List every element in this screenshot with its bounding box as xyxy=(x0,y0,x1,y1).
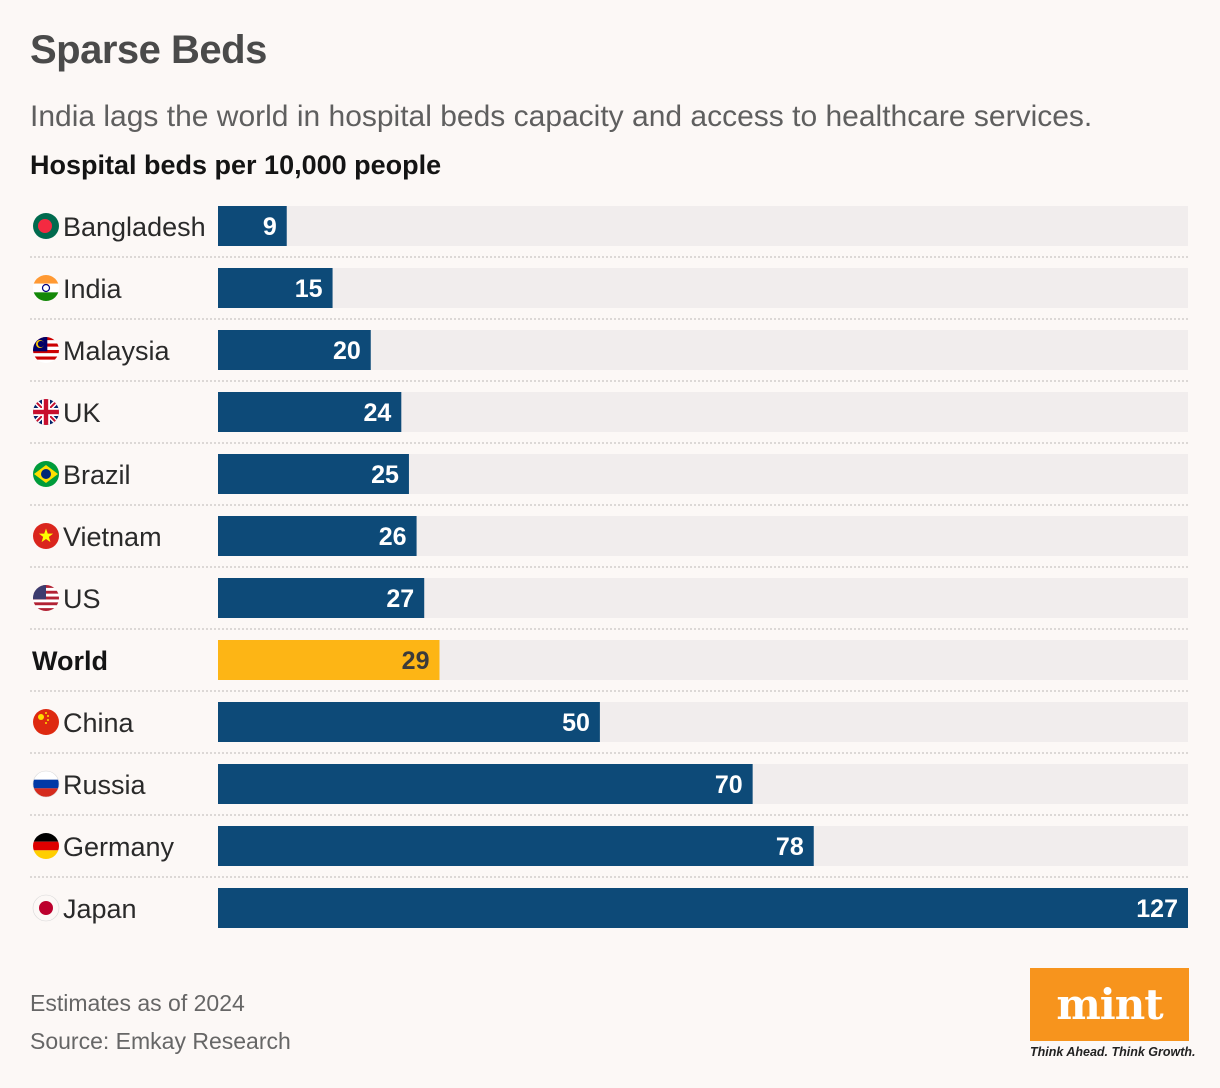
category-label: Malaysia xyxy=(63,336,171,366)
uk-flag-icon xyxy=(33,399,59,425)
vietnam-flag-icon xyxy=(33,523,59,549)
data-label: 25 xyxy=(371,461,399,489)
logo-text: mint xyxy=(1056,980,1163,1029)
category-label: Vietnam xyxy=(63,522,162,552)
data-label: 26 xyxy=(379,523,407,551)
japan-flag-icon xyxy=(32,894,60,922)
chart-subtitle: India lags the world in hospital beds ca… xyxy=(30,100,1093,133)
logo-tagline: Think Ahead. Think Growth. xyxy=(1030,1045,1196,1059)
us-flag-icon xyxy=(33,585,59,611)
data-label: 20 xyxy=(333,337,361,365)
bar xyxy=(218,330,371,370)
footnote: Estimates as of 2024 xyxy=(30,990,245,1016)
bar-track xyxy=(218,330,1188,370)
category-label: Germany xyxy=(63,832,175,862)
bar xyxy=(218,392,402,432)
bar xyxy=(218,454,409,494)
data-label: 15 xyxy=(295,275,323,303)
mint-logo: mint xyxy=(1030,968,1189,1041)
chart-title: Sparse Beds xyxy=(30,28,267,72)
data-label: 9 xyxy=(263,213,277,241)
category-label: World xyxy=(32,646,108,676)
category-label: China xyxy=(63,708,135,738)
category-label: Japan xyxy=(63,894,137,924)
category-label: UK xyxy=(63,398,101,428)
bar xyxy=(218,640,440,680)
bar-track xyxy=(218,206,1188,246)
russia-flag-icon xyxy=(32,770,60,798)
category-label: US xyxy=(63,584,101,614)
category-label: India xyxy=(63,274,123,304)
unit-label: Hospital beds per 10,000 people xyxy=(30,150,442,180)
india-flag-icon xyxy=(33,275,59,301)
bar-track xyxy=(218,268,1188,308)
brazil-flag-icon xyxy=(33,461,59,487)
data-label: 70 xyxy=(715,771,743,799)
bar xyxy=(218,206,287,246)
category-label: Bangladesh xyxy=(63,212,206,242)
source-note: Source: Emkay Research xyxy=(30,1028,291,1054)
bar xyxy=(218,888,1188,928)
category-label: Brazil xyxy=(63,460,131,490)
bar xyxy=(218,764,753,804)
china-flag-icon xyxy=(33,709,59,735)
bar-chart: 9 Bangladesh 15 India 20 Malaysia 24 UK 25 Brazil… xyxy=(30,206,1188,928)
malaysia-flag-icon xyxy=(33,337,59,363)
data-label: 27 xyxy=(386,585,414,613)
bar xyxy=(218,516,417,556)
data-label: 50 xyxy=(562,709,590,737)
data-label: 24 xyxy=(363,399,391,427)
data-label: 127 xyxy=(1136,895,1178,923)
bar xyxy=(218,268,333,308)
germany-flag-icon xyxy=(33,833,59,859)
category-label: Russia xyxy=(63,770,147,800)
bar xyxy=(218,578,425,618)
bar xyxy=(218,826,814,866)
bangladesh-flag-icon xyxy=(33,213,59,239)
data-label: 29 xyxy=(402,647,430,675)
bar xyxy=(218,702,600,742)
data-label: 78 xyxy=(776,833,804,861)
